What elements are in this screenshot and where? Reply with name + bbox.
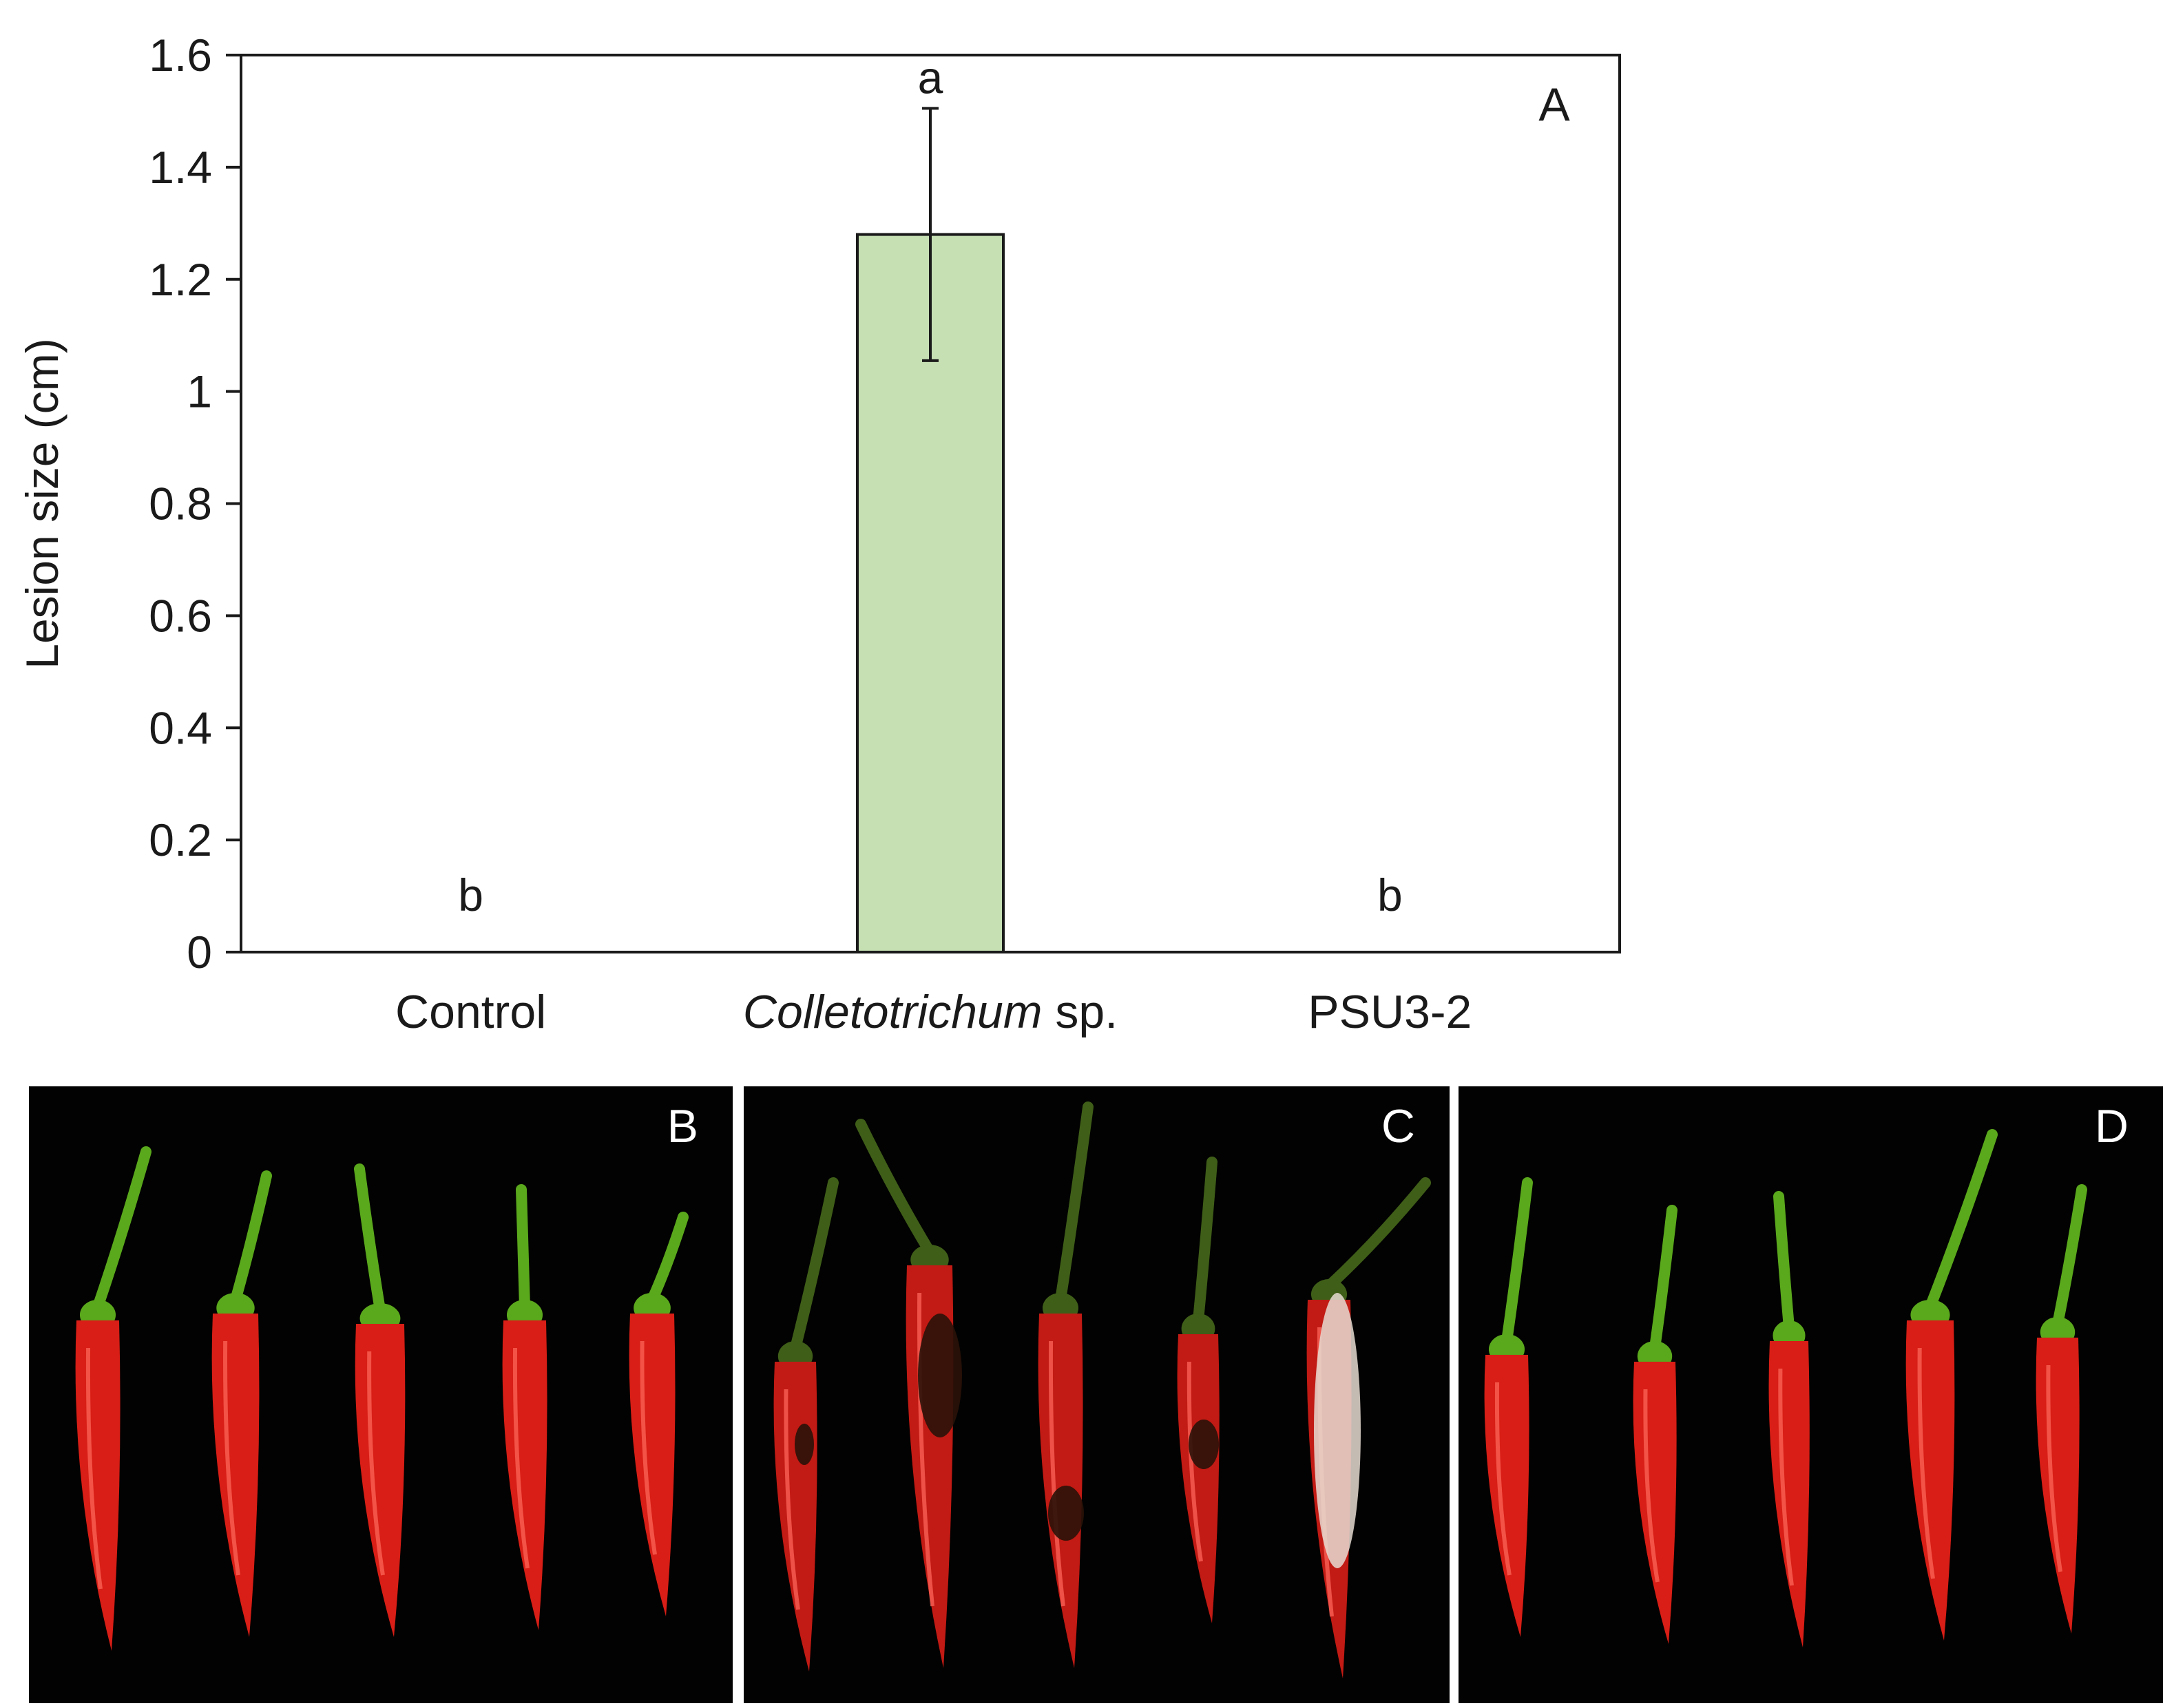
y-tick-label: 0.8 xyxy=(149,478,212,529)
pepper-stem xyxy=(652,1217,683,1300)
pepper-body xyxy=(774,1362,817,1672)
y-tick-label: 1.6 xyxy=(149,30,212,81)
bar-chart: 0 0.2 0.4 0.6 0.8 1 1.2 1.4 1.6 b a b Control Colle… xyxy=(0,0,2174,1074)
pepper-stem xyxy=(359,1169,380,1310)
pepper-stem xyxy=(236,1176,266,1300)
pepper-stem xyxy=(861,1124,930,1252)
pepper xyxy=(2036,1190,2082,1634)
lesion xyxy=(1314,1293,1361,1568)
pepper-body xyxy=(1485,1355,1529,1637)
x-tick-label-part: sp. xyxy=(1043,986,1118,1038)
x-tick-label: Control xyxy=(395,986,546,1038)
pepper-stem xyxy=(1329,1183,1425,1286)
pepper-stem xyxy=(1198,1162,1212,1320)
pepper-stem xyxy=(1655,1210,1672,1348)
y-tick-label: 0 xyxy=(187,927,212,978)
pepper-stem xyxy=(1779,1196,1789,1327)
pepper-body xyxy=(355,1324,406,1637)
pepper-body xyxy=(1633,1362,1677,1644)
y-axis-title: Lesion size (cm) xyxy=(17,338,67,668)
pepper-photo-colletotrichum xyxy=(744,1086,1450,1703)
lesion xyxy=(918,1314,962,1437)
y-tick-label: 0.2 xyxy=(149,814,212,865)
photo-panel-colletotrichum: C xyxy=(744,1086,1450,1703)
pepper xyxy=(1038,1107,1088,1668)
x-axis-labels: Control Colletotrichum sp. PSU3-2 xyxy=(395,986,1472,1038)
pepper-body xyxy=(503,1320,547,1630)
x-tick-label-part: PSU3-2 xyxy=(1308,986,1472,1038)
lesion xyxy=(795,1424,814,1465)
pepper xyxy=(212,1176,266,1637)
pepper-body xyxy=(2036,1338,2080,1634)
bars: b a b xyxy=(458,52,1402,952)
pepper-stem xyxy=(98,1152,146,1307)
pepper-photo-control xyxy=(29,1086,733,1703)
pepper-body xyxy=(76,1320,121,1651)
pepper-stem xyxy=(1060,1107,1088,1300)
y-tick-label: 0.4 xyxy=(149,702,212,753)
x-tick-label-part: Colletotrichum xyxy=(743,986,1043,1038)
pepper xyxy=(503,1190,547,1630)
y-tick-label: 0.6 xyxy=(149,590,212,641)
pepper-body xyxy=(1906,1320,1955,1641)
panel-label-d: D xyxy=(2095,1103,2129,1150)
y-tick-label: 1 xyxy=(187,366,212,417)
y-tick-label: 1.4 xyxy=(149,142,212,193)
significance-letter: b xyxy=(1377,869,1403,920)
pepper xyxy=(1906,1135,1992,1641)
pepper xyxy=(355,1169,406,1637)
pepper xyxy=(1485,1183,1529,1637)
significance-letter: b xyxy=(458,869,483,920)
pepper-stem xyxy=(1507,1183,1527,1341)
pepper-stem xyxy=(1930,1135,1992,1307)
x-tick-label: PSU3-2 xyxy=(1308,986,1472,1038)
panel-label-b: B xyxy=(667,1103,698,1150)
panel-label-c: C xyxy=(1381,1103,1415,1150)
y-tick-label: 1.2 xyxy=(149,254,212,305)
photo-panel-control: B xyxy=(29,1086,733,1703)
pepper xyxy=(1633,1210,1677,1644)
x-tick-label: Colletotrichum sp. xyxy=(743,986,1118,1038)
lesion xyxy=(1048,1486,1084,1541)
pepper-body xyxy=(1178,1334,1220,1623)
pepper-photo-psu3-2 xyxy=(1459,1086,2163,1703)
panel-label-a: A xyxy=(1538,78,1570,131)
pepper-body xyxy=(1769,1341,1810,1647)
pepper-stem xyxy=(795,1183,833,1348)
pepper-stem xyxy=(2058,1190,2082,1324)
x-tick-label-part: Control xyxy=(395,986,546,1038)
pepper xyxy=(1178,1162,1220,1623)
pepper xyxy=(629,1217,683,1616)
pepper-stem xyxy=(521,1190,525,1307)
lesion xyxy=(1189,1420,1219,1469)
photo-panel-psu3-2: D xyxy=(1459,1086,2163,1703)
y-axis: 0 0.2 0.4 0.6 0.8 1 1.2 1.4 1.6 xyxy=(149,30,241,978)
pepper-body xyxy=(629,1314,676,1616)
significance-letter: a xyxy=(918,52,943,103)
pepper-body xyxy=(212,1314,260,1637)
pepper xyxy=(1769,1196,1810,1647)
pepper xyxy=(76,1152,146,1651)
